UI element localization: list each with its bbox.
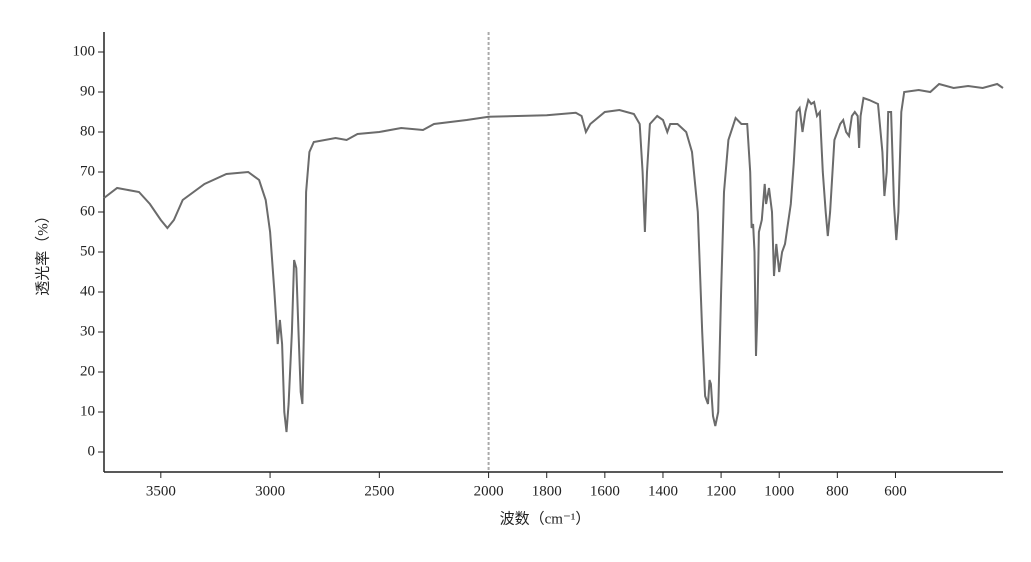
y-tick-label: 10 xyxy=(80,403,95,419)
y-axis-label: 透光率（%） xyxy=(34,208,51,296)
y-tick-label: 100 xyxy=(73,43,96,59)
y-tick-label: 50 xyxy=(80,243,95,259)
x-tick-label: 3500 xyxy=(146,483,176,499)
x-tick-label: 600 xyxy=(884,483,907,499)
x-tick-label: 3000 xyxy=(255,483,285,499)
y-tick-label: 60 xyxy=(80,203,95,219)
x-tick-label: 2000 xyxy=(474,483,504,499)
spectrum-line xyxy=(103,82,1004,433)
y-tick-label: 90 xyxy=(80,83,95,99)
y-tick-label: 20 xyxy=(80,363,95,379)
y-tick-label: 70 xyxy=(80,163,95,179)
x-tick-label: 1800 xyxy=(532,483,562,499)
y-tick-label: 30 xyxy=(80,323,95,339)
x-tick-label: 2500 xyxy=(364,483,394,499)
x-tick-label: 800 xyxy=(826,483,849,499)
x-tick-label: 1600 xyxy=(590,483,620,499)
y-tick-label: 0 xyxy=(88,443,96,459)
x-axis-label: 波数（cm⁻¹） xyxy=(500,510,591,527)
x-tick-label: 1400 xyxy=(648,483,678,499)
x-tick-label: 1200 xyxy=(706,483,736,499)
x-tick-label: 1000 xyxy=(764,483,794,499)
y-tick-label: 80 xyxy=(80,123,95,139)
y-tick-label: 40 xyxy=(80,283,95,299)
